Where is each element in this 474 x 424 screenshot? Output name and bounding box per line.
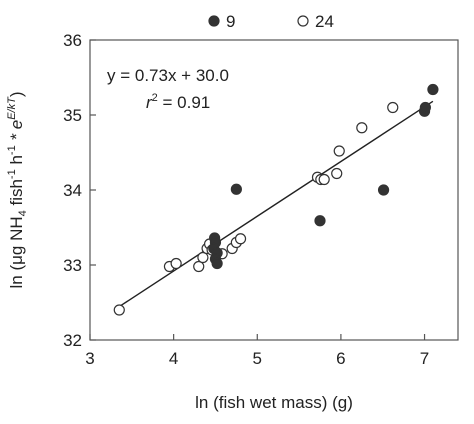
- point-series-9: [211, 257, 223, 270]
- legend-label-24: 24: [315, 12, 334, 31]
- r-squared-value: = 0.91: [158, 93, 210, 112]
- point-series-24: [331, 167, 343, 180]
- r-squared-exponent: 2: [152, 92, 158, 104]
- x-tick-label: 7: [420, 349, 429, 368]
- data-points: [113, 83, 439, 316]
- fit-line: [118, 100, 434, 308]
- y-tick-label: 36: [63, 31, 82, 50]
- point-series-24: [333, 145, 345, 157]
- point-series-24: [113, 304, 125, 316]
- x-axis-title: ln (fish wet mass) (g): [195, 393, 353, 412]
- legend-marker-24: [297, 15, 309, 27]
- y-tick-label: 32: [63, 331, 82, 350]
- point-series-24: [193, 260, 205, 273]
- y-title-sup1a: -1: [6, 169, 18, 179]
- point-series-9: [427, 83, 439, 96]
- legend-marker-9: [208, 15, 220, 27]
- x-tick-label: 6: [336, 349, 345, 368]
- y-title-sub4: 4: [17, 210, 29, 216]
- legend-label-9: 9: [226, 12, 235, 31]
- fit-equation: y = 0.73x + 30.0: [107, 66, 229, 85]
- y-title-supE: E/kT: [6, 96, 18, 120]
- y-title-post: ): [7, 91, 26, 97]
- y-title-sup1b: -1: [6, 145, 18, 155]
- point-series-24: [170, 257, 182, 270]
- point-series-24: [197, 251, 209, 264]
- plot-frame: [89, 39, 459, 341]
- y-tick-label: 34: [63, 181, 82, 200]
- y-axis: 32 33 34 35 36: [63, 31, 96, 350]
- x-axis: 3 4 5 6 7: [85, 334, 429, 368]
- r-squared: r2 = 0.91: [146, 92, 210, 112]
- y-axis-title: ln (μg NH4 fish-1 h-1 * eE/kT): [6, 91, 29, 288]
- point-series-24: [234, 233, 247, 245]
- point-series-9: [314, 215, 326, 227]
- point-series-24: [318, 173, 330, 186]
- y-tick-label: 33: [63, 256, 82, 275]
- x-tick-label: 3: [85, 349, 94, 368]
- point-series-24: [356, 122, 368, 134]
- point-series-9: [377, 184, 390, 196]
- y-title-pre: ln (μg NH: [7, 216, 26, 288]
- y-title-mid1: fish: [7, 179, 26, 210]
- y-title-mid3: * e: [7, 120, 26, 146]
- y-title-mid2: h: [7, 155, 26, 169]
- fit-annotation: y = 0.73x + 30.0 r2 = 0.91: [107, 66, 229, 112]
- r-squared-symbol: r: [146, 93, 153, 112]
- point-series-9: [230, 183, 242, 195]
- point-series-24: [387, 101, 399, 114]
- x-tick-label: 5: [253, 349, 262, 368]
- point-series-9: [419, 101, 431, 114]
- x-tick-label: 4: [169, 349, 178, 368]
- y-tick-label: 35: [63, 106, 82, 125]
- legend: 9 24: [208, 12, 334, 31]
